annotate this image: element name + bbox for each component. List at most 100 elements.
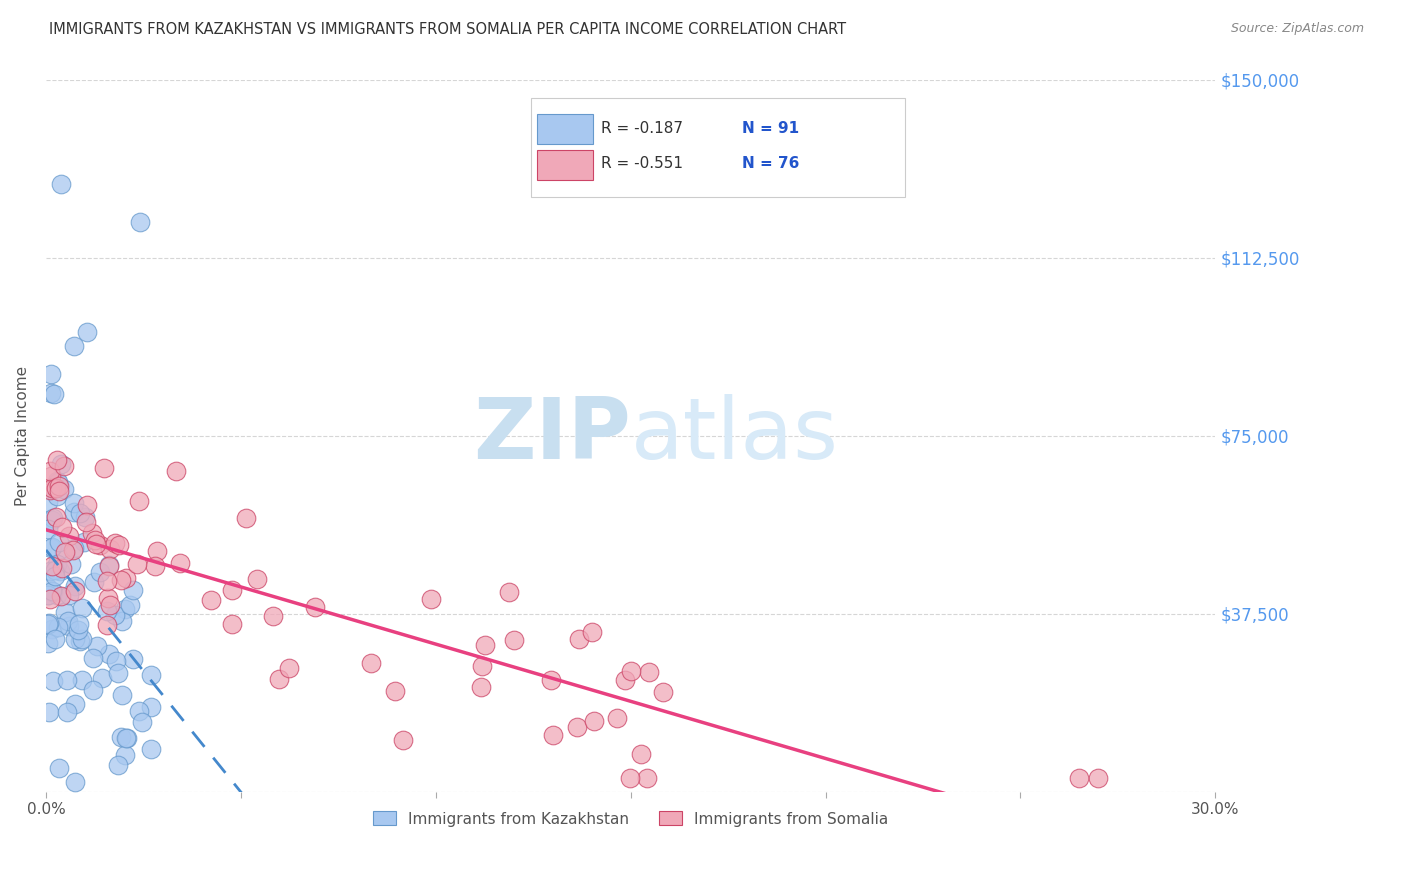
Point [96,617,118,632]
Point [38,616,60,631]
Point [41,481,63,495]
Point [128,215,150,229]
Point [67,616,90,631]
Point [38,483,60,498]
Point [37,495,59,509]
Point [567,632,589,646]
Point [143,559,166,574]
Point [69,634,91,648]
Point [45,489,67,503]
Point [567,720,589,734]
Point [38,591,60,606]
Point [97,591,120,605]
Point [165,464,187,478]
FancyBboxPatch shape [531,98,905,197]
Point [48,483,70,498]
Point [110,730,132,744]
Point [114,747,136,762]
Point [111,615,134,629]
Point [63,339,86,353]
Point [107,666,129,681]
Point [141,742,163,756]
Point [619,771,641,785]
Point [39,469,62,483]
Point [63,583,86,598]
Point [98,541,121,556]
Point [89,565,111,579]
Point [221,617,243,632]
Point [37,636,59,650]
Point [49,564,72,578]
Point [46,452,69,467]
Text: R = -0.551: R = -0.551 [602,156,683,171]
Point [200,592,222,607]
Point [141,699,163,714]
Point [360,656,382,670]
Point [652,684,675,698]
Text: R = -0.187: R = -0.187 [602,121,683,136]
Point [70,673,93,688]
Point [105,654,128,668]
Point [1067,771,1090,785]
Point [39,386,62,401]
Point [471,658,494,673]
Point [45,481,67,495]
Point [139,668,162,682]
Point [63,632,86,646]
Point [269,672,291,686]
Point [115,571,138,585]
Point [39,368,62,382]
Point [63,698,86,712]
Legend: Immigrants from Kazakhstan, Immigrants from Somalia: Immigrants from Kazakhstan, Immigrants f… [366,804,897,834]
Point [98,598,121,612]
Point [58,614,80,628]
Point [114,602,136,616]
Point [46,620,69,634]
Point [56,706,79,720]
Point [48,535,70,549]
Point [277,661,299,675]
Point [620,664,643,678]
Point [44,632,66,647]
Point [51,561,73,575]
Point [104,607,127,622]
Point [630,747,652,761]
Point [53,482,76,496]
Point [82,525,104,540]
Point [131,714,153,729]
Point [42,585,65,599]
Point [56,673,79,687]
Point [614,673,637,688]
Point [107,538,129,552]
Point [45,509,67,524]
Point [90,671,112,685]
Point [84,536,107,550]
Point [42,673,65,688]
Point [97,647,120,661]
Point [93,461,115,475]
Text: atlas: atlas [631,394,838,477]
Point [246,572,269,586]
Point [51,519,73,533]
Point [49,589,72,603]
Point [221,583,243,598]
Point [46,558,69,572]
Text: Source: ZipAtlas.com: Source: ZipAtlas.com [1230,22,1364,36]
Point [66,624,89,638]
Point [89,538,111,552]
Point [58,529,80,543]
Point [581,625,603,640]
Text: ZIP: ZIP [472,394,631,477]
Point [120,598,142,612]
Point [62,543,84,558]
Point [45,474,67,488]
Point [97,559,120,574]
Point [1087,771,1109,785]
Point [53,545,76,559]
Point [41,622,63,636]
Point [41,559,63,574]
Point [541,728,564,742]
FancyBboxPatch shape [537,150,593,179]
Point [83,574,105,589]
Point [636,771,658,785]
